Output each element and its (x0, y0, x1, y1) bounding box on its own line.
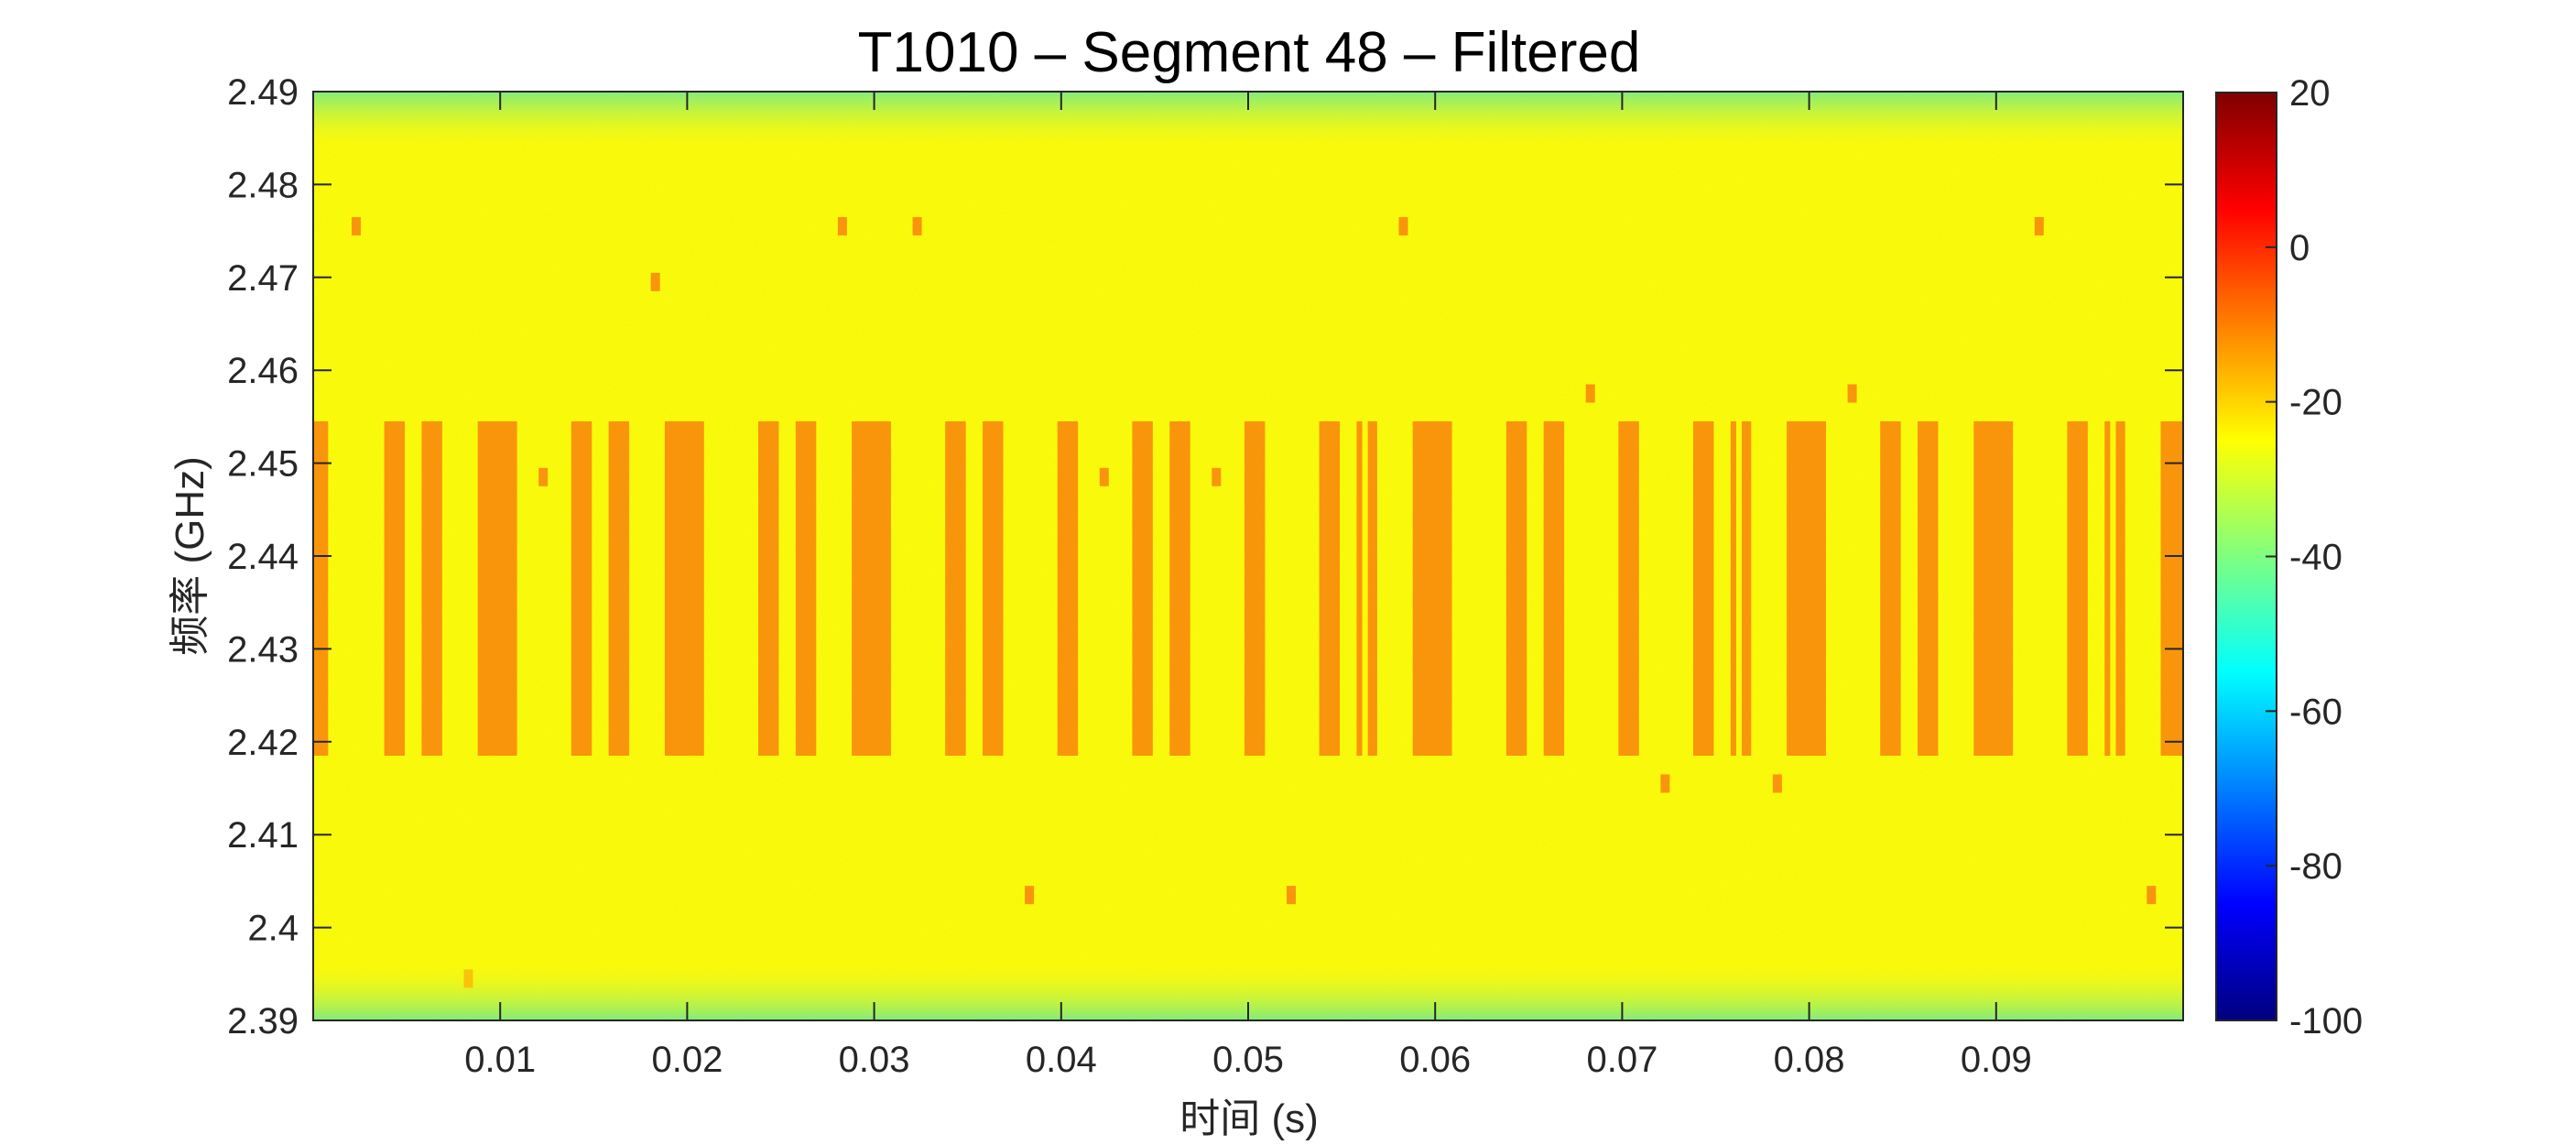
x-tick-label: 0.03 (839, 1040, 910, 1080)
colorbar-ticks: 20 0 -20 -40 -60 -80 -100 (2266, 73, 2363, 1041)
colorbar-tick-label: 0 (2289, 228, 2310, 268)
x-tick-label: 0.09 (1961, 1040, 2032, 1080)
colorbar-tick-label: -60 (2289, 692, 2342, 732)
y-tick-label: 2.46 (227, 351, 299, 391)
y-tick-label: 2.42 (227, 723, 299, 763)
x-tick-label: 0.06 (1399, 1040, 1471, 1080)
x-tick-label: 0.08 (1774, 1040, 1845, 1080)
x-axis-label: 时间 (s) (1179, 1096, 1319, 1141)
x-tick-label: 0.04 (1026, 1040, 1097, 1080)
x-tick-label: 0.02 (651, 1040, 723, 1080)
noise-texture (313, 92, 2183, 1020)
chart-title: T1010 – Segment 48 – Filtered (858, 21, 1641, 84)
x-tick-label: 0.01 (464, 1040, 536, 1080)
colorbar-tick-label: -80 (2289, 846, 2342, 887)
y-tick-label: 2.41 (227, 815, 299, 856)
x-axis: 0.01 0.02 0.03 0.04 0.05 0.06 0.07 0.08 0.09 (464, 92, 2032, 1080)
y-tick-label: 2.47 (227, 258, 299, 299)
y-tick-label: 2.48 (227, 165, 299, 205)
colorbar-tick-label: 20 (2289, 73, 2331, 114)
colorbar-tick-label: -100 (2289, 1001, 2363, 1041)
x-tick-label: 0.05 (1212, 1040, 1284, 1080)
y-tick-label: 2.45 (227, 444, 299, 485)
y-tick-label: 2.4 (247, 909, 299, 949)
x-tick-label: 0.07 (1586, 1040, 1658, 1080)
y-tick-label: 2.49 (227, 72, 299, 113)
y-tick-label: 2.39 (227, 1001, 299, 1041)
y-tick-label: 2.43 (227, 629, 299, 670)
y-axis: 2.39 2.4 2.41 2.42 2.43 2.44 2.45 2.46 2.47 2.48 2… (227, 72, 2183, 1041)
y-axis-label: 频率 (GHz) (168, 456, 212, 656)
plot-area (313, 92, 2183, 1020)
y-tick-label: 2.44 (227, 537, 299, 577)
colorbar: 20 0 -20 -40 -60 -80 -100 (2215, 73, 2363, 1041)
colorbar-tick-label: -20 (2289, 383, 2342, 423)
colorbar-tick-label: -40 (2289, 538, 2342, 578)
